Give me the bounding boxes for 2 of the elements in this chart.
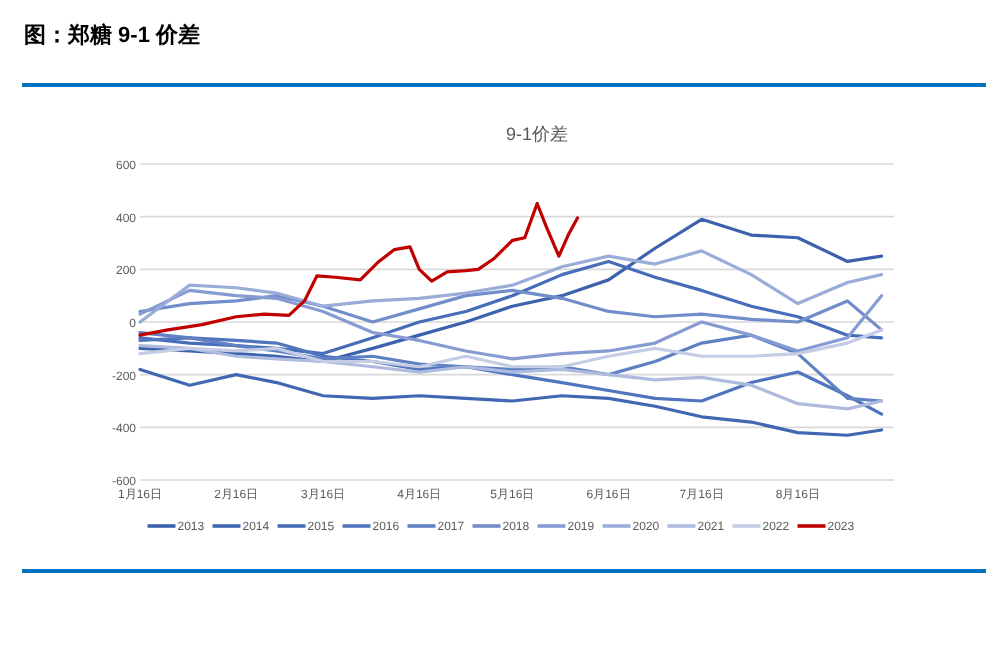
chart-title: 图：郑糖 9-1 价差 [24,22,201,48]
chart-subtitle: 9-1价差 [505,124,569,144]
